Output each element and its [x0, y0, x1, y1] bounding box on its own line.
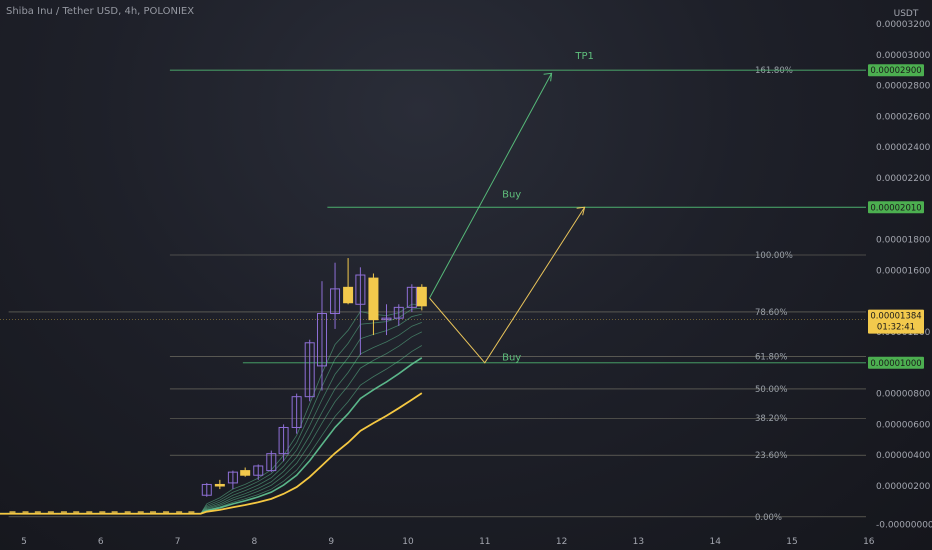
x-tick-label: 6: [98, 537, 104, 547]
projection-path-line: [429, 206, 586, 364]
ema-ribbon-line: [0, 307, 422, 515]
price-badge-label: 0.00002900: [870, 66, 921, 76]
fib-level-label: 38.20%: [755, 414, 787, 424]
candle-body: [406, 286, 417, 308]
candle-body: [316, 313, 327, 367]
ema-ribbon-line: [0, 345, 423, 515]
flat-candle: [111, 511, 118, 514]
y-tick-label: 0.00002400: [876, 143, 931, 153]
price-badge: [868, 356, 924, 369]
y-tick-label: 0.00000200: [876, 482, 931, 492]
x-tick-label: 12: [556, 537, 567, 547]
candle-body: [201, 483, 212, 496]
ema-ribbon-line: [0, 331, 423, 515]
candle-body: [278, 426, 289, 455]
y-tick-label: 0.00002800: [876, 82, 931, 92]
candle-body: [381, 317, 392, 321]
flat-candle: [188, 511, 195, 514]
candle-body: [330, 288, 341, 315]
y-tick-label: 0.00002200: [876, 174, 931, 184]
flat-candle: [73, 511, 80, 514]
candle-body: [266, 453, 277, 472]
ema-main-line: [0, 392, 423, 515]
x-tick-label: 13: [633, 537, 644, 547]
flat-candle: [150, 511, 157, 514]
x-tick-label: 5: [21, 537, 27, 547]
price-badge-label: 0.00001000: [870, 359, 921, 369]
fib-level-label: 50.00%: [755, 385, 787, 395]
x-tick-label: 16: [863, 537, 875, 547]
flat-candle: [34, 511, 41, 514]
candle-body: [368, 277, 379, 321]
price-badge: [868, 64, 924, 77]
candle-body: [291, 396, 302, 428]
ema-ribbon-line: [0, 357, 423, 515]
x-tick-label: 10: [402, 537, 414, 547]
y-tick-label: -0.00000000: [876, 521, 932, 531]
y-tick-label: 0.00003000: [876, 51, 931, 61]
y-tick-label: 0.00001800: [876, 236, 931, 246]
candle-body: [416, 286, 427, 307]
x-tick-label: 9: [328, 537, 334, 547]
x-tick-label: 11: [479, 537, 490, 547]
ema-ribbon-line: [0, 313, 422, 515]
x-tick-label: 14: [709, 537, 721, 547]
x-tick-label: 8: [252, 537, 258, 547]
fib-level-label: 161.80%: [755, 66, 793, 76]
y-tick-label: 0.00001600: [876, 266, 931, 276]
x-tick-label: 15: [786, 537, 797, 547]
fib-level-label: 61.80%: [755, 353, 787, 363]
ema-ribbon-line: [0, 321, 422, 515]
projection-arrow-line: [429, 73, 553, 299]
price-badge-label: 0.00002010: [870, 203, 921, 213]
flat-candle: [137, 511, 144, 514]
annotation-label: Buy: [502, 353, 521, 364]
chart-title: Shiba Inu / Tether USD, 4h, POLONIEX: [6, 6, 195, 17]
x-tick-label: 7: [175, 537, 181, 547]
y-tick-label: 0.00000800: [876, 390, 931, 400]
flat-candle: [86, 511, 93, 514]
arrow-head-icon: [576, 206, 586, 216]
candle-body: [227, 471, 238, 484]
flat-candle: [22, 511, 29, 514]
y-tick-label: 0.00002600: [876, 112, 931, 122]
y-tick-label: 0.00003200: [876, 20, 931, 30]
flat-candle: [176, 511, 183, 514]
y-tick-label: 0.00000600: [876, 420, 931, 430]
annotation-label: TP1: [574, 51, 594, 62]
candle-body: [343, 286, 354, 304]
y-tick-label: 0.00000400: [876, 451, 931, 461]
price-badge-label: 0.00001384: [870, 312, 921, 322]
price-badge: [868, 309, 924, 334]
ema-ribbon-line: [0, 303, 422, 515]
candle-body: [240, 470, 251, 476]
flat-candle: [47, 511, 54, 514]
candle-body: [253, 465, 264, 476]
flat-candle: [60, 511, 67, 514]
candle-body: [304, 342, 315, 398]
fib-level-label: 0.00%: [755, 513, 782, 523]
fib-level-label: 78.60%: [755, 308, 787, 318]
flat-candle: [163, 511, 170, 514]
flat-candle: [99, 511, 106, 514]
price-badge-countdown: 01:32:41: [877, 323, 915, 333]
flat-candle: [9, 511, 16, 514]
fib-level-label: 100.00%: [755, 251, 793, 261]
y-axis-unit-label: USDT: [894, 9, 919, 19]
annotation-label: Buy: [502, 189, 521, 200]
candle-body: [393, 306, 404, 319]
price-badge: [868, 201, 924, 214]
flat-candle: [124, 511, 131, 514]
candle-body: [355, 274, 366, 305]
arrow-head-icon: [543, 72, 553, 82]
candle-body: [214, 483, 225, 487]
fib-level-label: 23.60%: [755, 451, 787, 461]
